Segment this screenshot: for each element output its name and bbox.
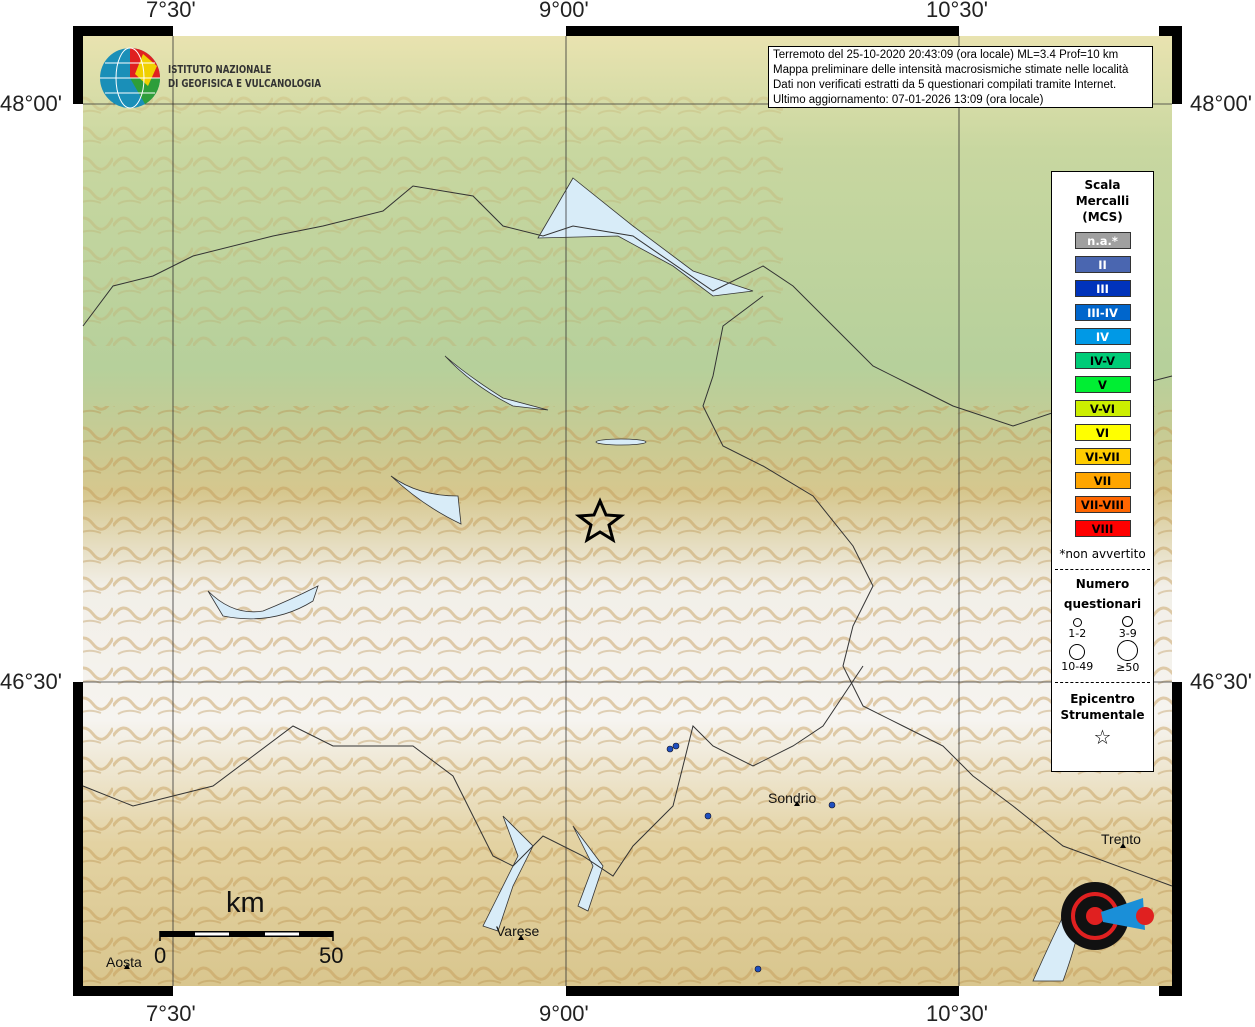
event-info-box: Terremoto del 25-10-2020 20:43:09 (ora l… (768, 46, 1153, 108)
lon-tick-top-2: 9°00' (539, 0, 589, 22)
count-50-plus: ≥50 (1103, 640, 1154, 674)
jura-ridges (83, 86, 783, 346)
data-point[interactable] (672, 742, 680, 750)
divider (1055, 682, 1150, 683)
count-label: 10-49 (1061, 660, 1094, 673)
lon-tick-bottom-2: 9°00' (539, 1001, 589, 1026)
lat-tick-right-2: 46°30' (1190, 669, 1252, 694)
ingv-line1: ISTITUTO NAZIONALE (168, 64, 272, 76)
ingv-logo-text: ISTITUTO NAZIONALE DI GEOFISICA E VULCAN… (168, 63, 321, 91)
count-10-49: 10-49 (1052, 640, 1103, 674)
data-point[interactable] (666, 745, 674, 753)
lake-walen (595, 438, 647, 446)
city-label-sondrio: Sondrio (768, 790, 817, 806)
alpine-ridges (83, 406, 1172, 986)
country-borders (82, 185, 1173, 887)
city-markers (124, 801, 1126, 969)
epicenter-title: Epicentro Strumentale (1052, 691, 1153, 723)
lake-neuchatel (390, 475, 462, 525)
lat-tick-right-1: 48°00' (1190, 91, 1252, 116)
legend-panel: Scala Mercalli (MCS) n.a.* II III III-IV IV I… (1051, 171, 1154, 772)
lake-como (572, 825, 604, 912)
frame-segments (73, 26, 1182, 996)
count-label: ≥50 (1116, 661, 1140, 674)
mcs-scale: n.a.* II III III-IV IV IV-V V V-VI VI VI-VII VII VI… (1052, 232, 1153, 537)
data-point[interactable] (704, 812, 712, 820)
count-3-9: 3-9 (1103, 614, 1154, 640)
lake-constance (537, 177, 754, 297)
lake-zurich (444, 355, 549, 411)
data-source-line: Dati non verificati estratti da 5 questi… (773, 79, 1117, 91)
mcs-swatch: IV (1074, 328, 1131, 345)
city-label-aosta: Aosta (106, 954, 142, 970)
ingv-logo-globe (100, 47, 160, 109)
last-update-line: Ultimo aggiornamento: 07-01-2026 13:09 (… (773, 94, 1044, 106)
city-label-trento: Trento (1101, 831, 1141, 847)
hsit-logo (1061, 882, 1154, 950)
legend-title-line: (MCS) (1082, 210, 1123, 224)
count-1-2: 1-2 (1052, 614, 1103, 640)
mcs-swatch: VI-VII (1074, 448, 1131, 465)
mcs-swatch: III-IV (1074, 304, 1131, 321)
city-label-varese: Varese (496, 923, 540, 939)
mcs-swatch: VII-VIII (1074, 496, 1131, 513)
scale-end: 50 (319, 943, 344, 968)
data-point[interactable] (828, 801, 836, 809)
lat-tick-left-1: 48°00' (0, 91, 62, 116)
terrain-map[interactable] (73, 26, 1182, 996)
mcs-swatch: VI (1074, 424, 1131, 441)
scale-bar (159, 931, 334, 941)
epicenter-title-line: Epicentro (1070, 692, 1135, 706)
intensity-points (666, 742, 836, 973)
mcs-swatch: V (1074, 376, 1131, 393)
lake-geneva (207, 585, 319, 620)
mcs-swatch: VII (1074, 472, 1131, 489)
count-label: 1-2 (1068, 627, 1087, 640)
mcs-swatch: IV-V (1074, 352, 1131, 369)
data-point[interactable] (754, 965, 762, 973)
lake-maggiore (482, 815, 534, 932)
ingv-line2: DI GEOFISICA E VULCANOLOGIA (168, 78, 322, 90)
legend-title-line: Scala (1084, 178, 1121, 192)
count-label: 3-9 (1118, 627, 1137, 640)
count-title-line: questionari (1063, 597, 1142, 611)
legend-note: *non avvertito (1059, 547, 1146, 561)
divider (1055, 569, 1150, 570)
mcs-swatch: VIII (1074, 520, 1131, 537)
map-description-line: Mappa preliminare delle intensità macros… (773, 64, 1129, 76)
lon-tick-bottom-1: 7°30' (146, 1001, 196, 1026)
legend-title: Scala Mercalli (MCS) (1052, 177, 1153, 225)
lon-tick-top-1: 7°30' (146, 0, 196, 22)
epicenter-title-line: Strumentale (1060, 708, 1145, 722)
scale-unit: km (226, 887, 265, 919)
mcs-swatch: V-VI (1074, 400, 1131, 417)
count-sizes: 1-2 3-9 10-49 ≥50 (1052, 614, 1153, 674)
lon-tick-top-3: 10°30' (926, 0, 988, 22)
epicenter-star-icon[interactable] (574, 497, 626, 544)
mcs-swatch: n.a.* (1074, 232, 1131, 249)
mcs-swatch: III (1074, 280, 1131, 297)
mcs-swatch: II (1074, 256, 1131, 273)
lon-tick-bottom-3: 10°30' (926, 1001, 988, 1026)
event-line: Terremoto del 25-10-2020 20:43:09 (ora l… (773, 49, 1119, 61)
count-title-line: Numero (1075, 577, 1130, 591)
count-title: Numero questionari (1052, 574, 1153, 614)
star-icon: ☆ (1093, 725, 1112, 749)
scale-start: 0 (154, 943, 167, 968)
legend-title-line: Mercalli (1075, 194, 1130, 208)
lat-tick-left-2: 46°30' (0, 669, 62, 694)
